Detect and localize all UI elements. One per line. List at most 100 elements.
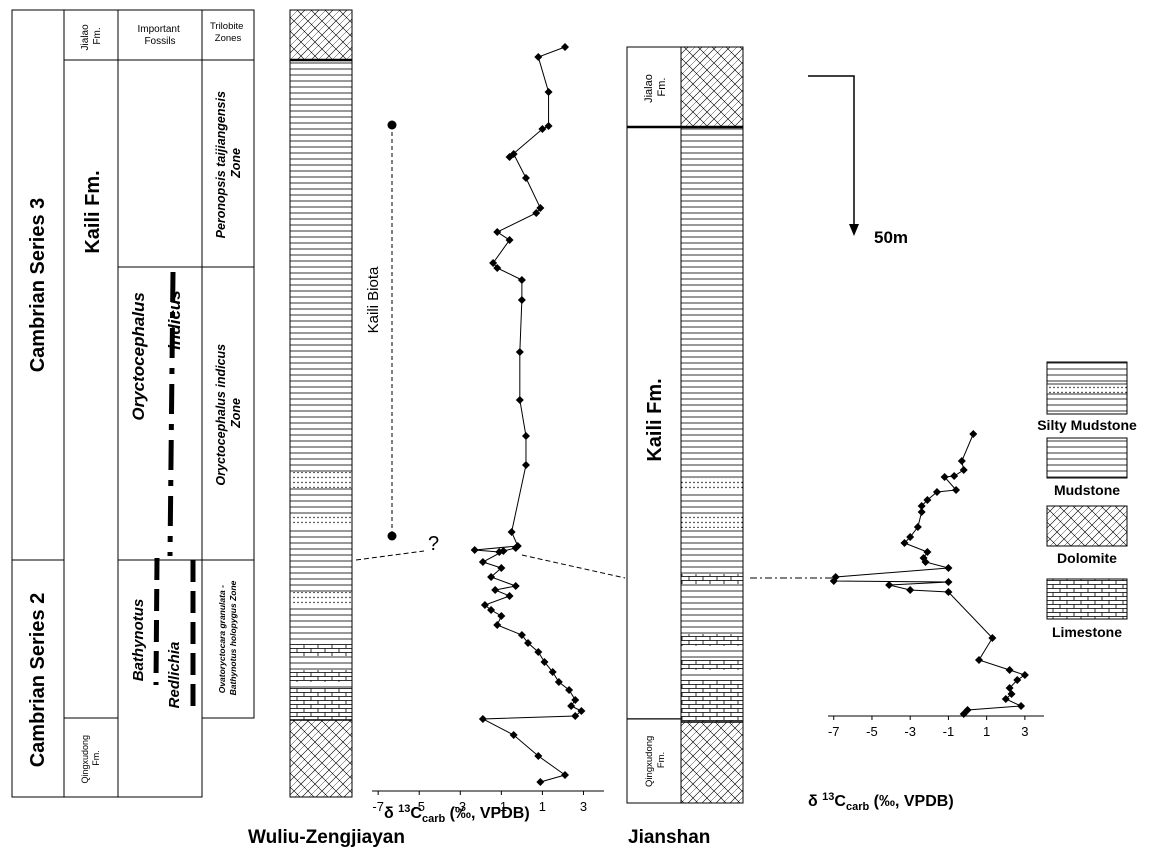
data-point: [567, 702, 576, 710]
x-tick-label: 3: [580, 799, 587, 814]
zone-peronopsis-label: Peronopsis taijiangensis Zone: [214, 88, 243, 239]
wuliu-series-line: [474, 46, 583, 783]
jianshan-series-points: [829, 430, 1029, 718]
wuliu-section-name: Wuliu-Zengjiayan: [248, 827, 405, 848]
scale-arrow-head: [849, 224, 859, 236]
data-point: [1017, 702, 1026, 710]
data-point: [544, 122, 553, 130]
scale-label: 50m: [874, 228, 908, 247]
boundary-question-mark: ?: [428, 533, 439, 555]
data-point: [944, 564, 953, 572]
data-point: [524, 639, 533, 647]
data-point: [511, 544, 520, 552]
legend-limestone-label: Limestone: [1052, 624, 1122, 640]
range-bar-oryctocephalus: [167, 271, 176, 557]
data-point: [906, 586, 915, 594]
biota-bottom-dot: [387, 531, 397, 541]
ovatoryctocara-line2: Bathynotus holopygus Zone: [228, 580, 238, 695]
jianshan-qingxudong-label: Qingxudong Fm.: [644, 733, 667, 787]
x-tick-label: -7: [828, 724, 840, 739]
js-axis-sup: 13: [822, 791, 834, 803]
data-point: [536, 778, 545, 786]
legend-limestone: Limestone: [1046, 578, 1128, 640]
data-point: [913, 523, 922, 531]
data-point: [560, 43, 569, 51]
data-point: [1001, 695, 1010, 703]
data-point: [917, 508, 926, 516]
data-point: [917, 502, 926, 510]
wuliu-series-points: [470, 43, 586, 786]
data-point: [1007, 690, 1016, 698]
zone-ovatoryctocara-label: Ovatoryctocara granulata - Bathynotus ho…: [217, 580, 238, 695]
data-point: [499, 547, 508, 555]
data-point: [511, 582, 520, 590]
data-point: [571, 712, 580, 720]
data-point: [517, 276, 526, 284]
jialao-line2: Fm.: [92, 27, 103, 44]
x-tick-label: 1: [539, 799, 546, 814]
oi-zone-line1: Oryctocephalus indicus: [214, 344, 228, 486]
label-cambrian-series-2: Cambrian Series 2: [27, 593, 49, 768]
data-point: [952, 486, 961, 494]
data-point: [829, 577, 838, 585]
fossil-oryctocephalus-label: Oryctocephalus indicus: [129, 287, 184, 420]
jialao-line1: Jialao: [80, 24, 91, 51]
data-point: [565, 686, 574, 694]
data-point: [921, 558, 930, 566]
js-qingxudong-line2: Fm.: [656, 752, 667, 768]
oryctocephalus-line2: indicus: [165, 290, 184, 350]
data-point: [497, 612, 506, 620]
data-point: [478, 715, 487, 723]
data-point: [906, 533, 915, 541]
header-fossils-line2: Fossils: [144, 36, 175, 47]
data-point: [944, 578, 953, 586]
wuliu-x-ticks: -7 -5 -3 -1 1 3: [372, 791, 587, 814]
data-point: [493, 228, 502, 236]
data-point: [554, 678, 563, 686]
data-point: [517, 631, 526, 639]
data-point: [505, 592, 514, 600]
js-jialao-line1: Jialao: [643, 74, 655, 103]
js-axis-sub: carb: [846, 801, 870, 813]
wuliu-axis-sup: 13: [398, 803, 410, 815]
x-tick-label: -1: [943, 724, 955, 739]
qingxudong-line2: Fm.: [91, 750, 101, 766]
data-point: [521, 174, 530, 182]
js-axis-delta: δ: [808, 793, 822, 810]
data-point: [944, 588, 953, 596]
fossil-bathynotus-label: Bathynotus: [130, 599, 147, 682]
x-tick-label: 1: [983, 724, 990, 739]
jianshan-jialao-label: Jialao Fm.: [643, 71, 668, 103]
data-point: [1005, 684, 1014, 692]
data-point: [571, 696, 580, 704]
peronopsis-line1: Peronopsis taijiangensis: [214, 91, 228, 238]
data-point: [544, 88, 553, 96]
data-point: [509, 150, 518, 158]
data-point: [487, 606, 496, 614]
data-point: [959, 466, 968, 474]
header-important-fossils: Important Fossils: [137, 24, 182, 47]
header-fossils-line1: Important: [137, 24, 179, 35]
legend-mudstone: Mudstone: [1046, 437, 1128, 498]
data-point: [959, 710, 968, 718]
data-point: [507, 528, 516, 536]
data-point: [950, 472, 959, 480]
jianshan-x-ticks: -7 -5 -3 -1 1 3: [828, 716, 1029, 739]
data-point: [517, 296, 526, 304]
scale-bar: 50m: [808, 75, 908, 247]
data-point: [532, 209, 541, 217]
data-point: [536, 204, 545, 212]
oi-zone-line2: Zone: [229, 398, 243, 429]
data-point: [577, 707, 586, 715]
fossil-redlichia-label: Redlichia: [166, 642, 183, 709]
label-jialao-fm: Jialao Fm.: [80, 22, 103, 51]
data-point: [548, 668, 557, 676]
data-point: [940, 473, 949, 481]
data-point: [515, 396, 524, 404]
data-point: [493, 264, 502, 272]
stratigraphy-table: Important Fossils Trilobite Zones Cambri…: [11, 9, 255, 798]
jianshan-x-axis-label: δ 13Ccarb (‰, VPDB): [808, 791, 954, 813]
data-point: [478, 558, 487, 566]
label-cambrian-series-3: Cambrian Series 3: [27, 198, 49, 373]
jianshan-series-line: [832, 433, 1027, 715]
